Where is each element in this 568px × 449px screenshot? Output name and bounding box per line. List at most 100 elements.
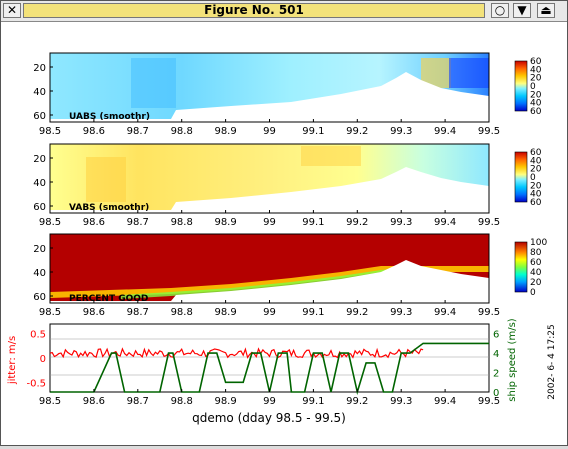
x-tick-label: 98.9 [214, 217, 236, 228]
x-tick-label: 99 [263, 307, 276, 318]
speed-tick-label: 6 [493, 330, 499, 341]
jitter-tick-label: -0.5 [26, 378, 46, 389]
x-tick-label: 99.2 [346, 126, 368, 137]
close-icon[interactable]: ✕ [3, 3, 21, 18]
x-tick-label: 99.2 [346, 396, 368, 407]
colorbar-tick-label: 40 [530, 99, 542, 109]
colorbar-tick-label: 60 [530, 198, 542, 208]
y-tick-label: 20 [33, 244, 46, 255]
x-tick-label: 98.5 [39, 307, 61, 318]
x-tick-label: 98.6 [83, 217, 105, 228]
colorbar-tick-label: 20 [530, 165, 542, 175]
bottom-panel: jitter: m/s ship speed (m/s) qdemo (dday… [7, 318, 557, 425]
colorbar-tick-label: 100 [530, 238, 547, 248]
x-tick-label: 99.5 [478, 217, 500, 228]
pg-nodata [50, 260, 489, 303]
x-tick-label: 99 [263, 396, 276, 407]
pg-label: PERCENT GOOD [69, 294, 148, 304]
colorbar-tick-label: 40 [530, 156, 542, 166]
x-tick-label: 98.6 [83, 396, 105, 407]
colorbar-vabs [514, 151, 528, 203]
window-title: Figure No. 501 [23, 3, 485, 18]
x-tick-label: 98.6 [83, 126, 105, 137]
x-tick-label: 98.8 [171, 396, 193, 407]
eject-icon[interactable]: ⏏ [537, 3, 555, 18]
x-tick-label: 99.3 [390, 126, 412, 137]
uabs-nodata [50, 72, 489, 122]
title-bar[interactable]: ✕ Figure No. 501 ○ ▼ ⏏ [1, 1, 567, 22]
x-tick-label: 99.5 [478, 396, 500, 407]
x-tick-label: 99.3 [390, 307, 412, 318]
colorbar-tick-label: 0 [530, 288, 536, 298]
colorbar-tick-label: 60 [530, 57, 542, 67]
jitter-tick-label: 0 [40, 354, 46, 365]
colorbar-uabs [514, 60, 528, 112]
x-tick-label: 99.4 [434, 307, 456, 318]
x-tick-label: 99.1 [302, 217, 324, 228]
x-tick-label: 98.8 [171, 217, 193, 228]
axis-ticks: 98.5 98.6 98.7 98.8 98.9 99 99.1 99.2 99.3 99.4 99… [26, 63, 500, 407]
colorbar-tick-label: 40 [530, 268, 542, 278]
x-tick-label: 98.6 [83, 307, 105, 318]
colorbar-tick-label: 60 [530, 148, 542, 158]
x-tick-label: 99.2 [346, 217, 368, 228]
speed-tick-label: 0 [493, 388, 499, 399]
x-tick-label: 99.5 [478, 126, 500, 137]
colorbar-tick-label: 20 [530, 74, 542, 84]
colorbar-tick-label: 80 [530, 248, 542, 258]
vabs-nodata [50, 167, 489, 213]
x-tick-label: 99.2 [346, 307, 368, 318]
y-tick-label: 60 [33, 292, 46, 303]
colorbar-pg [514, 241, 528, 293]
jitter-ylabel: jitter: m/s [7, 336, 18, 385]
x-tick-label: 99.3 [390, 396, 412, 407]
colorbar-tick-label: 20 [530, 278, 542, 288]
x-tick-label: 98.7 [127, 126, 149, 137]
y-tick-label: 60 [33, 202, 46, 213]
timestamp: 2002- 6- 4 17:25 [547, 324, 557, 399]
circle-icon[interactable]: ○ [491, 3, 509, 18]
colorbar-tick-label: 40 [530, 190, 542, 200]
pg-panel: PERCENT GOOD [49, 233, 490, 304]
y-tick-label: 40 [33, 268, 46, 279]
vabs-label: VABS (smoothr) [69, 203, 149, 213]
x-tick-label: 98.8 [171, 307, 193, 318]
x-tick-label: 99.1 [302, 307, 324, 318]
x-tick-label: 98.5 [39, 396, 61, 407]
y-tick-label: 40 [33, 87, 46, 98]
x-axis-label: qdemo (dday 98.5 - 99.5) [192, 411, 346, 425]
colorbar-tick-label: 0 [530, 173, 536, 183]
colorbar-tick-label: 0 [530, 82, 536, 92]
x-tick-label: 98.9 [214, 307, 236, 318]
figure-canvas: UABS (smoothr) VABS (smoothr) PERCENT GO… [7, 52, 557, 425]
colorbar-tick-label: 40 [530, 65, 542, 75]
jitter-tick-label: 0.5 [30, 330, 46, 341]
x-tick-label: 98.9 [214, 126, 236, 137]
x-tick-label: 99.1 [302, 126, 324, 137]
x-tick-label: 98.9 [214, 396, 236, 407]
bottom-axes [49, 323, 490, 393]
x-tick-label: 99 [263, 126, 276, 137]
speed-tick-label: 4 [493, 349, 499, 360]
y-tick-label: 40 [33, 178, 46, 189]
chevron-down-icon[interactable]: ▼ [513, 3, 531, 18]
colorbar-tick-label: 60 [530, 107, 542, 117]
x-tick-label: 99.4 [434, 217, 456, 228]
y-tick-label: 20 [33, 63, 46, 74]
vabs-panel: VABS (smoothr) [49, 143, 490, 214]
x-tick-label: 98.7 [127, 307, 149, 318]
ship-speed-ylabel: ship speed (m/s) [507, 318, 518, 401]
x-tick-label: 99.5 [478, 307, 500, 318]
x-tick-label: 99.4 [434, 396, 456, 407]
x-tick-label: 99.3 [390, 217, 412, 228]
x-tick-label: 98.7 [127, 217, 149, 228]
colorbar-tick-label: 20 [530, 181, 542, 191]
x-tick-label: 99.4 [434, 126, 456, 137]
x-tick-label: 98.5 [39, 126, 61, 137]
x-tick-label: 98.5 [39, 217, 61, 228]
colorbar-tick-label: 20 [530, 90, 542, 100]
y-tick-label: 20 [33, 154, 46, 165]
x-tick-label: 99 [263, 217, 276, 228]
